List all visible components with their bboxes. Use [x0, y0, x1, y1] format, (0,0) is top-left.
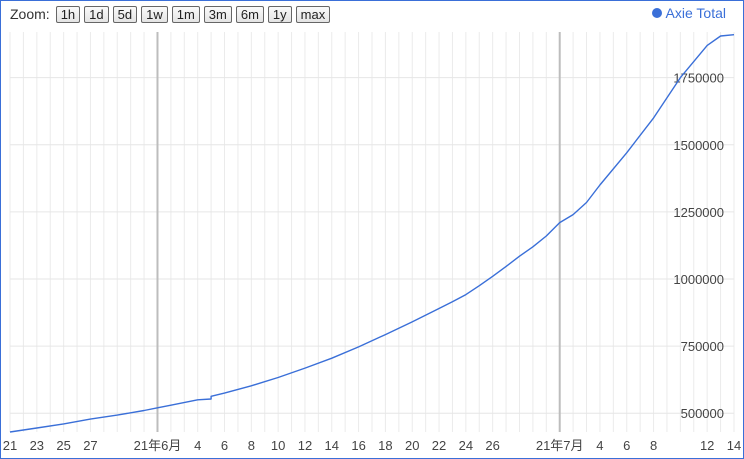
x-tick-label: 24 — [459, 438, 473, 453]
x-tick-label: 21年6月 — [134, 438, 182, 453]
zoom-1h-button[interactable]: 1h — [55, 5, 81, 23]
x-tick-label: 4 — [194, 438, 201, 453]
y-tick-label: 500000 — [681, 406, 724, 421]
x-tick-label: 8 — [248, 438, 255, 453]
x-tick-label: 21年7月 — [536, 438, 584, 453]
x-tick-label: 10 — [271, 438, 285, 453]
x-tick-label: 22 — [432, 438, 446, 453]
x-tick-label: 14 — [727, 438, 741, 453]
legend-marker — [651, 8, 662, 18]
x-tick-label: 8 — [650, 438, 657, 453]
x-tick-label: 6 — [623, 438, 630, 453]
zoom-5d-button[interactable]: 5d — [112, 5, 138, 23]
x-tick-label: 23 — [30, 438, 44, 453]
y-tick-label: 1000000 — [673, 272, 724, 287]
y-tick-label: 1500000 — [673, 138, 724, 153]
legend-label: Axie Total — [665, 5, 726, 21]
x-tick-label: 18 — [378, 438, 392, 453]
x-tick-label: 27 — [83, 438, 97, 453]
x-tick-label: 4 — [596, 438, 603, 453]
x-tick-label: 20 — [405, 438, 419, 453]
x-tick-label: 14 — [325, 438, 339, 453]
x-tick-label: 6 — [221, 438, 228, 453]
x-tick-label: 12 — [700, 438, 714, 453]
legend[interactable]: Axie Total — [651, 5, 726, 21]
zoom-3m-button[interactable]: 3m — [203, 5, 232, 23]
x-tick-label: 26 — [485, 438, 499, 453]
x-tick-label: 21 — [3, 438, 17, 453]
zoom-1m-button[interactable]: 1m — [171, 5, 200, 23]
series-line — [9, 34, 735, 433]
y-tick-label: 750000 — [681, 339, 724, 354]
zoom-1d-button[interactable]: 1d — [84, 5, 109, 23]
zoom-label: Zoom: — [10, 6, 50, 22]
zoom-6m-button[interactable]: 6m — [235, 5, 264, 23]
x-tick-label: 12 — [298, 438, 312, 453]
x-tick-label: 16 — [351, 438, 365, 453]
zoom-max-button[interactable]: max — [295, 5, 331, 23]
y-tick-label: 1750000 — [673, 71, 724, 86]
zoom-1w-button[interactable]: 1w — [141, 5, 168, 23]
zoom-toolbar: Zoom: 1h 1d 5d 1w 1m 3m 6m 1y max — [10, 5, 331, 23]
y-tick-label: 1250000 — [673, 205, 724, 220]
zoom-1y-button[interactable]: 1y — [267, 5, 292, 23]
x-tick-label: 25 — [56, 438, 70, 453]
